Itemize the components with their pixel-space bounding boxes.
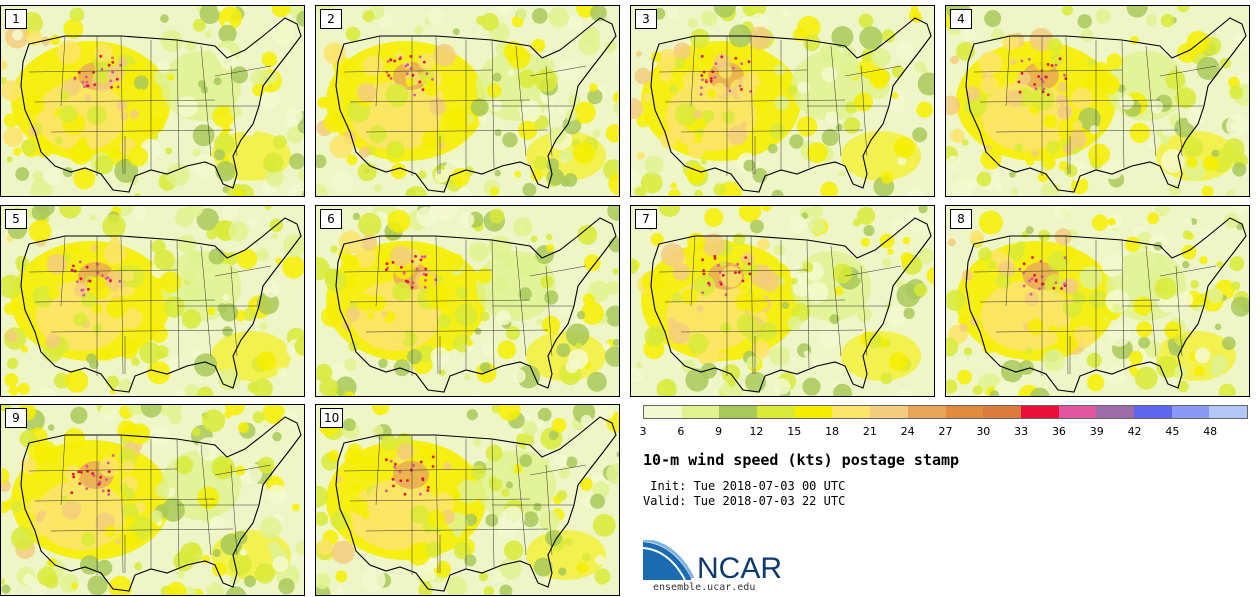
member-label: 6 — [320, 209, 342, 229]
colorbar-tick-label: 45 — [1165, 425, 1180, 438]
ensemble-member-map: 5 — [0, 205, 305, 397]
colorbar-tick-label: 30 — [976, 425, 991, 438]
member-label: 1 — [5, 9, 27, 29]
member-label: 2 — [320, 9, 342, 29]
member-label: 4 — [950, 9, 972, 29]
colorbar-tick-label: 33 — [1014, 425, 1029, 438]
member-label: 3 — [635, 9, 657, 29]
ensemble-member-map: 6 — [315, 205, 620, 397]
colorbar-swatch — [907, 406, 946, 418]
valid-time: Valid: Tue 2018-07-03 22 UTC — [643, 494, 846, 508]
ensemble-member-map: 1 — [0, 5, 305, 197]
colorbar-tick-label: 48 — [1203, 425, 1218, 438]
member-label: 8 — [950, 209, 972, 229]
colorbar-tick-label: 42 — [1127, 425, 1142, 438]
member-label: 7 — [635, 209, 657, 229]
site-url: ensemble.ucar.edu — [653, 582, 756, 593]
ensemble-member-map: 2 — [315, 5, 620, 197]
colorbar-swatch — [1058, 406, 1097, 418]
ensemble-member-map: 7 — [630, 205, 935, 397]
colorbar-swatch — [945, 406, 984, 418]
colorbar — [643, 405, 1248, 419]
ensemble-member-map: 8 — [945, 205, 1250, 397]
colorbar-tick-label: 36 — [1051, 425, 1066, 438]
colorbar-swatch — [1096, 406, 1134, 418]
ensemble-member-map: 10 — [315, 404, 620, 596]
colorbar-tick-label: 15 — [787, 425, 802, 438]
colorbar-tick-label: 24 — [900, 425, 915, 438]
colorbar-swatch — [681, 406, 720, 418]
colorbar-tick-label: 21 — [862, 425, 877, 438]
ensemble-member-map: 9 — [0, 404, 305, 596]
colorbar-tick-label: 18 — [825, 425, 840, 438]
ncar-logo-text: NCAR — [697, 552, 782, 582]
colorbar-swatch — [1133, 406, 1172, 418]
colorbar-swatch — [1209, 406, 1247, 418]
colorbar-tick-label: 39 — [1089, 425, 1104, 438]
colorbar-swatch — [983, 406, 1021, 418]
init-time: Init: Tue 2018-07-03 00 UTC — [643, 479, 846, 493]
member-label: 10 — [320, 408, 344, 428]
colorbar-swatch — [644, 406, 682, 418]
member-label: 5 — [5, 209, 27, 229]
ensemble-member-map: 4 — [945, 5, 1250, 197]
figure-title: 10-m wind speed (kts) postage stamp — [643, 451, 960, 469]
colorbar-swatch — [1020, 406, 1059, 418]
colorbar-tick-label: 12 — [749, 425, 764, 438]
colorbar-swatch — [870, 406, 908, 418]
colorbar-tick-label: 9 — [715, 425, 723, 438]
ncar-logo: NCAR — [643, 540, 782, 582]
colorbar-tick-label: 3 — [639, 425, 647, 438]
member-label: 9 — [5, 408, 27, 428]
colorbar-tick-label: 6 — [677, 425, 685, 438]
colorbar-swatch — [719, 406, 758, 418]
colorbar-tick-label: 27 — [938, 425, 953, 438]
ensemble-member-map: 3 — [630, 5, 935, 197]
colorbar-swatch — [832, 406, 871, 418]
colorbar-swatch — [794, 406, 833, 418]
colorbar-swatch — [757, 406, 795, 418]
colorbar-swatch — [1171, 406, 1210, 418]
colorbar-ticks: 3 6 9 12 15 18 21 24 27 30 33 36 39 42 45 48 — [639, 425, 1248, 439]
